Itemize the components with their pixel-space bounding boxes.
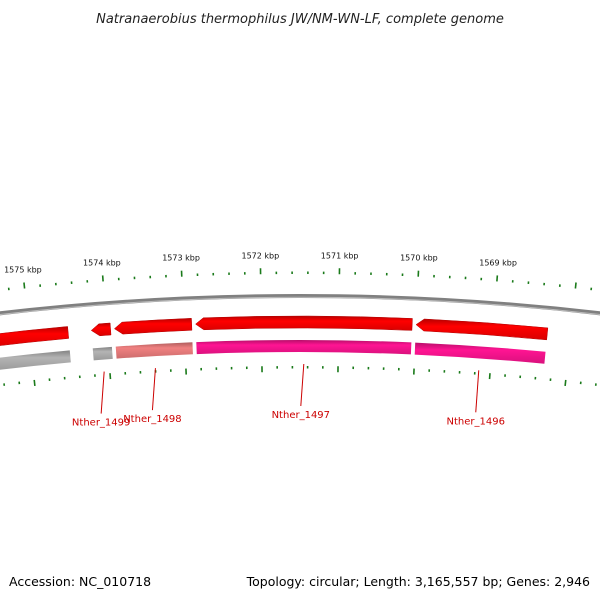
scale-ruler-upper: 1575 kbp 1574 kbp 1573 kbp 1572 kbp 1571 kbp…	[4, 251, 593, 291]
forward-feature-track	[0, 315, 549, 346]
tick-label: 1571 kbp	[321, 251, 359, 260]
label-leader-line	[475, 370, 480, 413]
gene-label: Nther_1498	[123, 414, 181, 425]
gene-block	[115, 342, 193, 359]
label-leader-line	[100, 371, 105, 414]
tick-label: 1575 kbp	[4, 266, 42, 275]
gene-track	[0, 340, 546, 370]
forward-cds	[0, 326, 69, 346]
genome-backbone	[0, 294, 600, 316]
accession-text: Accession: NC_010718	[9, 574, 151, 589]
gene-label: Nther_1496	[447, 416, 505, 427]
label-leader-line	[300, 363, 305, 407]
gene-block	[92, 346, 113, 361]
major-tick	[33, 379, 36, 387]
forward-cds	[90, 322, 112, 337]
tick-label: 1574 kbp	[83, 258, 121, 267]
genome-title: Natranaerobius thermophilus JW/NM-WN-LF,…	[96, 12, 504, 27]
gene-label: Nther_1499	[72, 418, 130, 429]
forward-cds	[415, 318, 549, 341]
tick-label: 1573 kbp	[162, 254, 200, 263]
forward-cds	[195, 315, 413, 331]
major-tick	[23, 282, 26, 289]
backbone-arc	[0, 294, 600, 316]
tick-label: 1570 kbp	[400, 254, 438, 263]
major-tick	[574, 282, 577, 289]
scale-ruler-lower	[3, 366, 597, 387]
gene-block	[0, 350, 71, 370]
genome-summary-text: Topology: circular; Length: 3,165,557 bp…	[246, 574, 590, 589]
gene-block	[196, 340, 412, 355]
forward-cds	[114, 318, 193, 335]
label-leader-line	[151, 368, 156, 411]
backbone-highlight	[0, 296, 600, 316]
tick-label: 1569 kbp	[479, 258, 517, 267]
major-tick	[564, 379, 567, 387]
gene-block	[414, 342, 546, 364]
gene-label: Nther_1497	[272, 410, 330, 421]
tick-label: 1572 kbp	[241, 251, 279, 260]
